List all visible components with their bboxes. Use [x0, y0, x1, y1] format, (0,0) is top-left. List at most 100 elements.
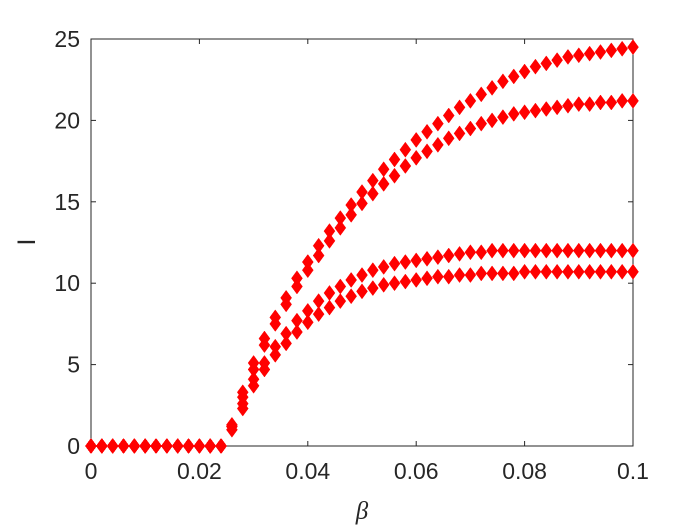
- data-point-diamond: [540, 242, 553, 259]
- y-tick-label: 10: [54, 270, 80, 296]
- data-point-diamond: [399, 254, 412, 270]
- data-point-diamond: [442, 107, 455, 124]
- data-point-diamond: [594, 94, 607, 111]
- data-point-diamond: [247, 377, 260, 394]
- y-tick-label: 5: [67, 352, 80, 378]
- x-tick-label: 0: [85, 458, 98, 484]
- data-point-diamond: [117, 438, 130, 454]
- data-point-diamond: [529, 242, 542, 259]
- x-tick-label: 0.1: [617, 458, 649, 484]
- data-point-diamond: [616, 92, 628, 109]
- data-point-diamond: [312, 306, 325, 323]
- plot-area: [90, 38, 634, 447]
- data-point-diamond: [551, 263, 563, 280]
- data-point-diamond: [334, 219, 347, 236]
- data-point-diamond: [421, 123, 433, 140]
- data-point-diamond: [616, 40, 628, 57]
- data-point-diamond: [377, 276, 390, 293]
- data-point-diamond: [572, 47, 585, 64]
- data-point-diamond: [388, 151, 401, 168]
- data-point-diamond: [204, 438, 217, 454]
- data-point-diamond: [605, 242, 618, 259]
- data-point-diamond: [377, 258, 390, 275]
- data-point-diamond: [291, 324, 303, 340]
- data-point-diamond: [627, 263, 639, 280]
- data-point-diamond: [583, 242, 596, 259]
- data-point-diamond: [486, 79, 498, 96]
- data-point-diamond: [432, 268, 444, 285]
- data-point-diamond: [562, 97, 574, 114]
- data-point-diamond: [258, 361, 271, 378]
- data-point-diamond: [453, 125, 466, 142]
- data-point-diamond: [497, 109, 509, 126]
- data-point-diamond: [540, 263, 553, 280]
- data-point-diamond: [497, 265, 509, 282]
- data-point-diamond: [258, 337, 271, 353]
- data-point-diamond: [562, 242, 574, 259]
- data-point-diamond: [507, 68, 520, 85]
- data-point-diamond: [442, 130, 455, 147]
- data-point-diamond: [497, 73, 509, 90]
- data-point-diamond: [226, 421, 238, 438]
- data-point-diamond: [236, 400, 249, 417]
- data-point-diamond: [323, 299, 336, 316]
- data-point-diamond: [106, 438, 119, 454]
- data-point-diamond: [551, 99, 563, 116]
- data-point-diamond: [345, 272, 357, 288]
- x-axis-label: β: [355, 498, 369, 525]
- data-point-diamond: [345, 288, 357, 305]
- y-tick-label: 0: [67, 433, 80, 459]
- data-point-diamond: [486, 265, 498, 282]
- data-point-diamond: [572, 96, 585, 113]
- x-tick-label: 0.08: [502, 458, 547, 484]
- data-point-diamond: [442, 247, 455, 264]
- data-point-diamond: [627, 92, 639, 109]
- data-point-diamond: [150, 438, 162, 454]
- data-point-diamond: [562, 48, 574, 65]
- y-axis: 0 5 10 15 20 25: [54, 26, 633, 459]
- data-point-diamond: [616, 242, 628, 259]
- data-point-diamond: [388, 255, 401, 272]
- data-point-diamond: [572, 263, 585, 280]
- data-point-diamond: [432, 136, 444, 153]
- data-point-diamond: [594, 44, 607, 60]
- data-point-diamond: [594, 242, 607, 259]
- data-point-diamond: [356, 283, 368, 300]
- data-point-diamond: [388, 275, 401, 292]
- data-point-diamond: [171, 438, 184, 454]
- data-point-diamond: [356, 267, 368, 283]
- data-point-diamond: [475, 115, 488, 132]
- data-point-diamond: [421, 250, 433, 267]
- data-point-diamond: [367, 185, 379, 202]
- data-point-diamond: [594, 263, 607, 280]
- data-point-diamond: [475, 86, 488, 103]
- data-point-diamond: [182, 438, 195, 454]
- data-point-diamond: [475, 244, 488, 261]
- data-point-diamond: [529, 58, 542, 75]
- data-point-diamond: [356, 195, 368, 212]
- data-point-diamond: [345, 206, 357, 223]
- data-point-diamond: [399, 141, 412, 158]
- data-point-diamond: [312, 247, 325, 264]
- data-point-diamond: [464, 92, 477, 109]
- data-point-diamond: [529, 102, 542, 119]
- data-point-diamond: [518, 263, 531, 280]
- data-point-diamond: [96, 438, 108, 454]
- data-point-diamond: [627, 242, 639, 259]
- data-point-diamond: [486, 242, 498, 259]
- data-point-diamond: [529, 263, 542, 280]
- data-point-diamond: [215, 438, 227, 454]
- data-point-diamond: [301, 314, 314, 331]
- x-tick-label: 0.02: [177, 458, 222, 484]
- data-point-diamond: [605, 42, 618, 59]
- data-point-diamond: [453, 267, 466, 283]
- data-point-diamond: [399, 158, 412, 174]
- data-point-diamond: [497, 242, 509, 259]
- data-point-diamond: [507, 242, 520, 259]
- data-point-diamond: [139, 438, 152, 454]
- data-point-diamond: [486, 112, 498, 129]
- data-point-diamond: [367, 280, 379, 297]
- data-point-diamond: [377, 175, 390, 192]
- data-point-diamond: [334, 293, 347, 310]
- y-tick-label: 25: [54, 26, 80, 52]
